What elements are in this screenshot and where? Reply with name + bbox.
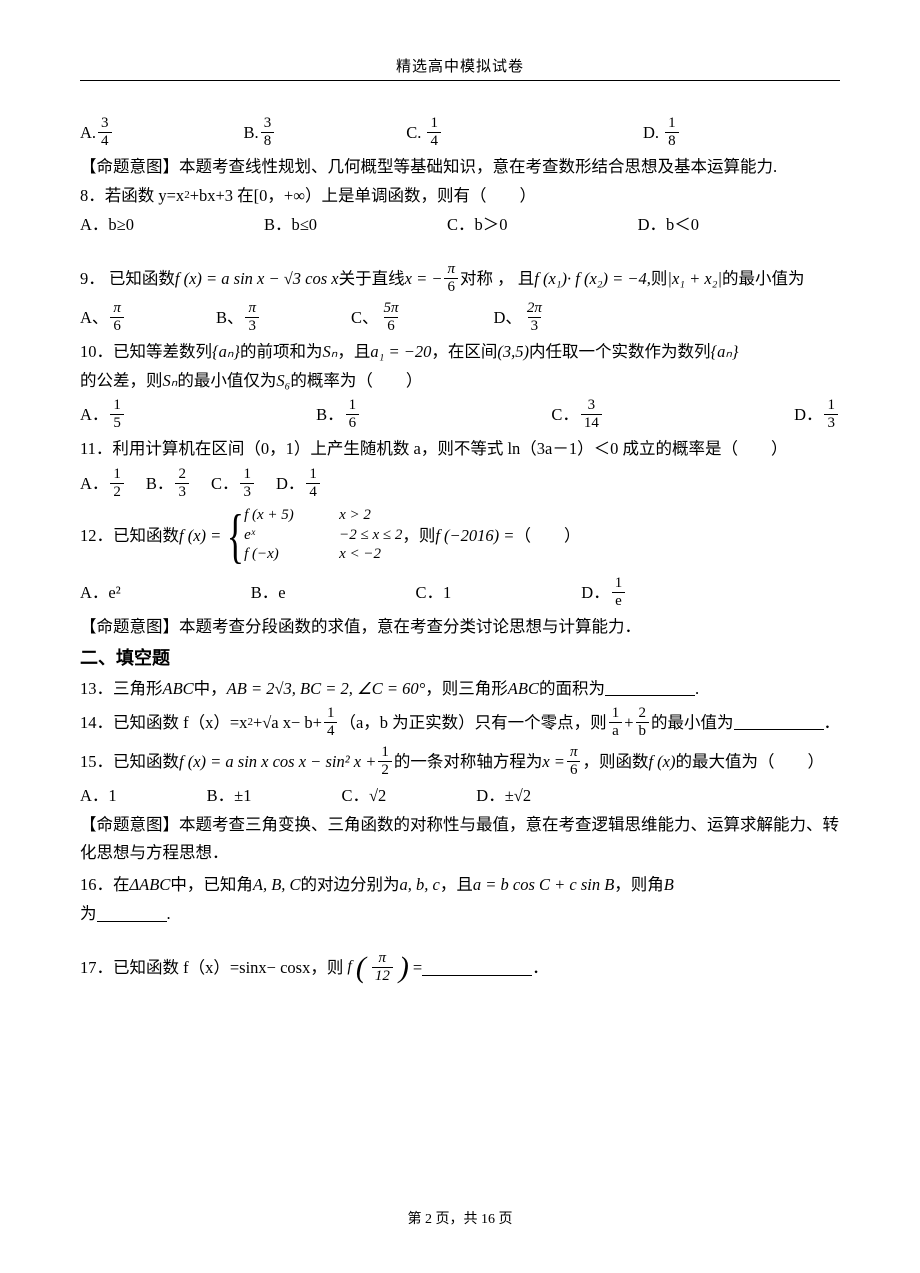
q12-d-label: D． — [581, 581, 609, 604]
q9-fx: f (x) = a sin x − √3 cos x — [175, 267, 339, 290]
q17: 17．已知函数 f（x）=sinx− cosx，则 f ( π12 ) = ． — [80, 949, 840, 986]
q7-d-label: D. — [643, 121, 659, 144]
q9-d-label: D、 — [494, 306, 522, 329]
q9-frac: π6 — [444, 262, 458, 295]
q16-blank — [97, 906, 167, 922]
q7-b-label: B. — [244, 121, 259, 144]
q9-options: A、 π6 B、 π3 C、 5π6 D、 2π3 — [80, 301, 840, 334]
q12-piecewise: { f (x + 5)x > 2 eˣ−2 ≤ x ≤ 2 f (−x)x < … — [221, 506, 402, 566]
q15-d: D．±√2 — [476, 784, 531, 807]
q9-c-label: C、 — [351, 306, 379, 329]
q12-options: A．e² B．e C．1 D． 1e — [80, 576, 840, 609]
q7-intent: 【命题意图】本题考查线性规划、几何概型等基础知识，意在考查数形结合思想及基本运算… — [80, 155, 840, 178]
q9-abs: |x₁ + x₂| — [667, 267, 722, 290]
page-header: 精选高中模拟试卷 — [80, 55, 840, 76]
q15-options: A．1 B．±1 C．√2 D．±√2 — [80, 784, 840, 807]
q12-a: A．e² — [80, 581, 121, 604]
q7-a-frac: 34 — [98, 116, 112, 149]
q9-a-label: A、 — [80, 306, 108, 329]
content-body: A. 34 B. 38 C. 14 D. 18 【命题意图】本题考查线性规划、几… — [80, 116, 840, 986]
q12-stem: 12．已知函数 f (x) = { f (x + 5)x > 2 eˣ−2 ≤ … — [80, 506, 840, 566]
q15-c: C．√2 — [341, 784, 386, 807]
q7-options: A. 34 B. 38 C. 14 D. 18 — [80, 116, 840, 149]
q15-a: A．1 — [80, 784, 117, 807]
q14: 14．已知函数 f（x）=x2 +√a x− b+ 14 （a，b 为正实数）只… — [80, 706, 840, 739]
q15-intent: 【命题意图】本题考查三角变换、三角函数的对称性与最值，意在考查逻辑思维能力、运算… — [80, 811, 840, 867]
q12-intent: 【命题意图】本题考查分段函数的求值，意在考查分类讨论思想与计算能力． — [80, 615, 840, 638]
q11-stem: 11．利用计算机在区间（0，1）上产生随机数 a，则不等式 ln（3a－1）＜0… — [80, 437, 840, 460]
page-number: 第 2 页，共 16 页 — [0, 1208, 920, 1228]
q9-prod: f (x₁)· f (x₂) = −4 — [534, 267, 647, 290]
q16-line2: 为 . — [80, 902, 840, 925]
section2-title: 二、填空题 — [80, 646, 840, 671]
q8-d: D．b＜0 — [638, 213, 699, 236]
q13: 13．三角形 ABC 中， AB = 2√3, BC = 2, ∠C = 60°… — [80, 677, 840, 700]
q15-stem: 15．已知函数 f (x) = a sin x cos x − sin² x +… — [80, 745, 840, 778]
q8-stem: 8．若函数 y=x2+bx+3 在[0，+∞）上是单调函数，则有（ ） — [80, 184, 840, 207]
q17-blank — [422, 960, 532, 976]
q7-b-frac: 38 — [261, 116, 275, 149]
q8-c: C．b＞0 — [447, 213, 508, 236]
q7-c-label: C. — [406, 121, 421, 144]
q10-line2: 的公差，则 Sₙ 的最小值仅为 S₆ 的概率为（ ） — [80, 369, 840, 392]
q14-blank — [734, 715, 824, 731]
q7-d-frac: 18 — [665, 116, 679, 149]
q9-b-label: B、 — [216, 306, 244, 329]
q15-b: B．±1 — [207, 784, 252, 807]
q9-stem: 9． 已知函数 f (x) = a sin x − √3 cos x 关于直线 … — [80, 262, 840, 295]
q8-a: A．b≥0 — [80, 213, 134, 236]
q11-options: A．12 B．23 C．13 D．14 — [80, 467, 840, 500]
q7-c-frac: 14 — [427, 116, 441, 149]
q10-options: A．15 B．16 C．314 D．13 — [80, 398, 840, 431]
q16-line1: 16．在 ΔABC 中，已知角 A, B, C 的对边分别为 a, b, c ，… — [80, 873, 840, 896]
q13-blank — [605, 680, 695, 696]
q12-c: C．1 — [416, 581, 452, 604]
q12-b: B．e — [251, 581, 286, 604]
q8-options: A．b≥0 B．b≤0 C．b＞0 D．b＜0 — [80, 213, 840, 236]
q7-a-label: A. — [80, 121, 96, 144]
q8-b: B．b≤0 — [264, 213, 317, 236]
q17-formula: f ( π12 ) — [343, 949, 412, 986]
q10-line1: 10．已知等差数列 {aₙ} 的前项和为 Sₙ ，且 a₁ = −20 ，在区间… — [80, 340, 840, 363]
header-rule — [80, 80, 840, 81]
